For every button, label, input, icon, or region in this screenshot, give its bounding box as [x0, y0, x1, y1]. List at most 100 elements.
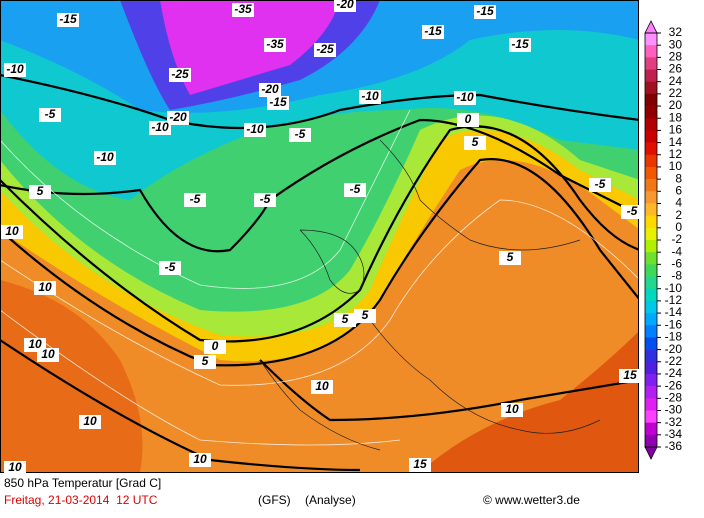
- colorbar-band: [645, 203, 657, 216]
- contour-label: -35: [234, 2, 252, 16]
- contour-label: -10: [246, 122, 264, 136]
- colorbar-tick-label: -36: [665, 439, 683, 453]
- colorbar-band: [645, 313, 657, 326]
- contour-label: -35: [266, 37, 284, 51]
- contour-label-box: [204, 340, 226, 354]
- colorbar-tick-label: -26: [665, 378, 683, 392]
- colorbar-tick-label: 26: [669, 62, 683, 76]
- contour-label: -15: [424, 24, 442, 38]
- colorbar-band: [645, 57, 657, 70]
- colorbar-band: [645, 434, 657, 448]
- colorbar-tick-label: -6: [671, 257, 682, 271]
- contour-label-box: [1, 225, 23, 239]
- colorbar-tick-label: 10: [669, 159, 683, 173]
- colorbar-band: [645, 130, 657, 143]
- contour-label: -5: [350, 182, 361, 196]
- colorbar-top: [644, 20, 658, 34]
- colorbar-band: [645, 118, 657, 131]
- colorbar-tick-label: 6: [675, 183, 682, 197]
- colorbar-tick-label: 32: [669, 25, 683, 39]
- contour-label-box: [34, 281, 56, 295]
- contour-label-box: [289, 128, 311, 142]
- contour-label: 5: [342, 312, 349, 326]
- colorbar-band: [645, 33, 657, 46]
- colorbar-band: [645, 325, 657, 338]
- contour-label: -20: [261, 82, 279, 96]
- contour-label-box: [619, 369, 641, 383]
- colorbar-band: [645, 227, 657, 241]
- contour-label: -10: [151, 120, 169, 134]
- contour-label: -5: [190, 192, 201, 206]
- contour-label-box: [169, 68, 191, 82]
- contour-label-box: [589, 178, 611, 192]
- colorbar-tick-label: 2: [675, 208, 682, 222]
- contour-label-box: [259, 83, 281, 97]
- colorbar-band: [645, 93, 657, 107]
- contour-label-box: [149, 121, 171, 135]
- contour-label-box: [359, 90, 381, 104]
- contour-label-box: [409, 458, 431, 472]
- contour-label-box: [457, 113, 479, 127]
- colorbar-band: [645, 81, 657, 95]
- colorbar-band: [645, 288, 657, 302]
- contour-label: -10: [6, 62, 24, 76]
- colorbar-band: [645, 361, 657, 375]
- colorbar-tick-label: -22: [665, 354, 683, 368]
- contour-label-box: [194, 355, 216, 369]
- contour-label: 10: [41, 347, 55, 361]
- colorbar-tick-label: -30: [665, 403, 683, 417]
- colorbar-band: [645, 337, 657, 350]
- contour-label-box: [167, 111, 189, 125]
- colorbar-band: [645, 45, 657, 58]
- contour-label-box: [454, 91, 476, 105]
- contour-label: -15: [511, 37, 529, 51]
- colorbar-band: [645, 398, 657, 411]
- colorbar-band: [645, 166, 657, 180]
- contour-label: 5: [362, 308, 369, 322]
- colorbar-tick-label: 22: [669, 86, 683, 100]
- colorbar-tick-label: 0: [675, 220, 682, 234]
- contour-label-box: [311, 380, 333, 394]
- contour-label-box: [314, 43, 336, 57]
- contour-label-box: [354, 309, 376, 323]
- colorbar-band: [645, 191, 657, 204]
- credit: © www.wetter3.de: [483, 493, 580, 507]
- contour-label: 5: [507, 250, 514, 264]
- contour-label-box: [57, 13, 79, 27]
- map-frame: [0, 0, 639, 473]
- colorbar-band: [645, 215, 657, 229]
- contour-label-box: [464, 136, 486, 150]
- colorbar-band: [645, 179, 657, 192]
- warm-area: [1, 280, 143, 472]
- contour-label: 10: [505, 402, 519, 416]
- contour-label: 10: [5, 224, 19, 238]
- colorbar-tick-label: -2: [671, 232, 682, 246]
- contour-label: 10: [8, 460, 22, 474]
- colorbar-tick-label: -14: [665, 305, 683, 319]
- contour-label: -10: [361, 89, 379, 103]
- contour-label-box: [189, 453, 211, 467]
- colorbar-bottom: [644, 446, 658, 460]
- contour-label: 0: [212, 339, 219, 353]
- colorbar-tick-label: -20: [665, 342, 683, 356]
- contour-label-box: [344, 183, 366, 197]
- contour-label: 10: [315, 379, 329, 393]
- contour-label-box: [4, 63, 26, 77]
- colorbar-tick-label: 12: [669, 147, 683, 161]
- colorbar-tick-label: 18: [669, 110, 683, 124]
- contour-label-box: [334, 313, 356, 327]
- contour-label: 5: [472, 135, 479, 149]
- contour-label-box: [509, 38, 531, 52]
- contour-label-box: [621, 205, 643, 219]
- colorbar-tick-label: 14: [669, 135, 683, 149]
- contour-label: 10: [83, 414, 97, 428]
- colorbar-band: [645, 264, 657, 277]
- contour-label: 10: [28, 337, 42, 351]
- contour-label-box: [232, 3, 254, 17]
- contour-label-box: [264, 38, 286, 52]
- contour-label-box: [474, 5, 496, 19]
- colorbar-band: [645, 276, 657, 290]
- colorbar-tick-label: -32: [665, 415, 683, 429]
- colorbar-tick-label: -12: [665, 293, 683, 307]
